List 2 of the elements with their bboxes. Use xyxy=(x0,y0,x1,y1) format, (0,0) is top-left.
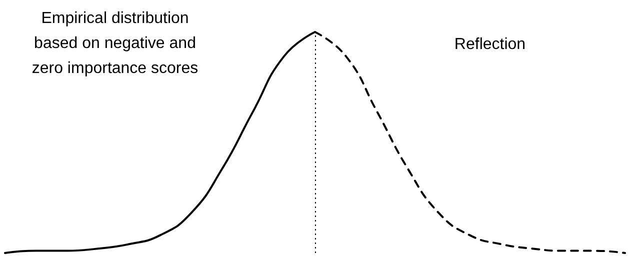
annotation: Reflection xyxy=(454,36,526,53)
annotation: Empirical distribution based on negative and zero importance scores xyxy=(32,10,198,77)
